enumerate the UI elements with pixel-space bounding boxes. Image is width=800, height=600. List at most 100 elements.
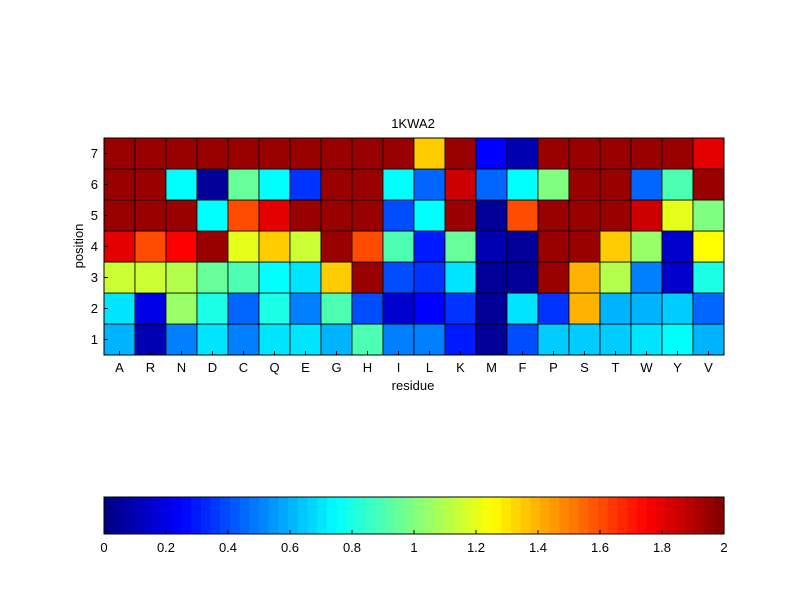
heatmap-cell — [320, 323, 353, 356]
heatmap-cell — [351, 137, 384, 170]
heatmap-cell — [537, 230, 570, 263]
y-tick-label: 6 — [91, 177, 98, 192]
heatmap-cell — [382, 137, 415, 170]
heatmap-cell — [227, 261, 260, 294]
heatmap-cell — [475, 292, 508, 325]
heatmap-cell — [134, 199, 167, 232]
heatmap-cell — [289, 230, 322, 263]
x-tick-label: N — [177, 360, 186, 375]
y-tick-label: 4 — [91, 239, 98, 254]
chart-title: 1KWA2 — [391, 116, 435, 131]
y-tick-label: 2 — [91, 301, 98, 316]
heatmap-cell — [289, 323, 322, 356]
heatmap-cell — [258, 292, 291, 325]
heatmap-cell — [599, 137, 632, 170]
heatmap-cell — [444, 261, 477, 294]
x-tick-label: S — [580, 360, 589, 375]
heatmap-cell — [444, 199, 477, 232]
heatmap-cell — [320, 137, 353, 170]
colorbar-swatch — [220, 497, 231, 534]
heatmap-cell — [537, 261, 570, 294]
colorbar-swatch — [665, 497, 677, 534]
heatmap-cell — [196, 230, 229, 263]
heatmap-cell — [630, 199, 663, 232]
colorbar-tick-label: 2 — [720, 540, 727, 555]
heatmap-cell — [568, 230, 601, 263]
heatmap-cell — [630, 230, 663, 263]
heatmap-cell — [630, 323, 663, 356]
colorbar-swatch — [617, 497, 628, 534]
heatmap-cell — [320, 168, 353, 201]
heatmap-cell — [630, 168, 663, 201]
heatmap-cell — [320, 230, 353, 263]
colorbar-swatch — [520, 497, 531, 534]
heatmap-cell — [382, 168, 415, 201]
heatmap-cell — [382, 292, 415, 325]
heatmap-cell — [692, 292, 725, 325]
heatmap-cell — [599, 292, 632, 325]
colorbar-tick-label: 1.4 — [529, 540, 547, 555]
colorbar-swatch — [317, 497, 328, 534]
colorbar-swatch — [259, 497, 270, 534]
heatmap-cell — [599, 168, 632, 201]
heatmap-cell — [506, 230, 539, 263]
heatmap-cell — [568, 137, 601, 170]
colorbar-swatch — [346, 497, 357, 534]
colorbar-swatch — [229, 497, 241, 534]
heatmap-cell — [475, 323, 508, 356]
heatmap-cell — [134, 137, 167, 170]
heatmap-cell — [165, 292, 198, 325]
colorbar-swatch — [675, 497, 686, 534]
heatmap-cell — [103, 323, 136, 356]
colorbar-swatch — [278, 497, 289, 534]
heatmap-cell — [103, 261, 136, 294]
colorbar-swatch — [142, 497, 154, 534]
x-tick-label: T — [612, 360, 620, 375]
heatmap-cell — [413, 261, 446, 294]
colorbar-swatch — [404, 497, 415, 534]
colorbar-swatch — [433, 497, 444, 534]
colorbar-swatch — [549, 497, 560, 534]
heatmap-cell — [475, 230, 508, 263]
heatmap-cell — [506, 199, 539, 232]
x-tick-label: R — [146, 360, 155, 375]
colorbar-swatch — [200, 497, 212, 534]
heatmap-cell — [103, 199, 136, 232]
x-tick-label: Y — [673, 360, 682, 375]
heatmap-cell — [227, 137, 260, 170]
heatmap-cell — [630, 261, 663, 294]
heatmap-cell — [196, 292, 229, 325]
heatmap-cell — [506, 292, 539, 325]
heatmap-cell — [599, 199, 632, 232]
colorbar-swatch — [578, 497, 589, 534]
heatmap-cell — [537, 323, 570, 356]
heatmap-cell — [227, 199, 260, 232]
heatmap-cell — [165, 323, 198, 356]
colorbar-swatch — [104, 497, 115, 534]
colorbar-swatch — [704, 497, 715, 534]
heatmap-cell — [289, 168, 322, 201]
colorbar-swatch — [355, 497, 367, 534]
heatmap-cell — [320, 261, 353, 294]
colorbar-swatch — [384, 497, 396, 534]
colorbar-swatch — [326, 497, 338, 534]
heatmap-cell — [599, 261, 632, 294]
colorbar-swatch — [510, 497, 522, 534]
heatmap-cell — [661, 168, 694, 201]
colorbar-swatch — [249, 497, 260, 534]
heatmap-cell — [227, 292, 260, 325]
colorbar-swatch — [123, 497, 134, 534]
colorbar-swatch — [569, 497, 580, 534]
colorbar-swatch — [588, 497, 599, 534]
colorbar-tick-label: 0.4 — [219, 540, 237, 555]
heatmap-cell — [227, 168, 260, 201]
heatmap-cell — [599, 323, 632, 356]
heatmap-cell — [134, 230, 167, 263]
colorbar-tick-label: 0 — [100, 540, 107, 555]
heatmap-cell — [320, 292, 353, 325]
heatmap-cell — [258, 168, 291, 201]
colorbar-swatch — [636, 497, 648, 534]
x-tick-label: E — [301, 360, 310, 375]
colorbar-swatch — [336, 497, 347, 534]
x-tick-label: Q — [269, 360, 279, 375]
